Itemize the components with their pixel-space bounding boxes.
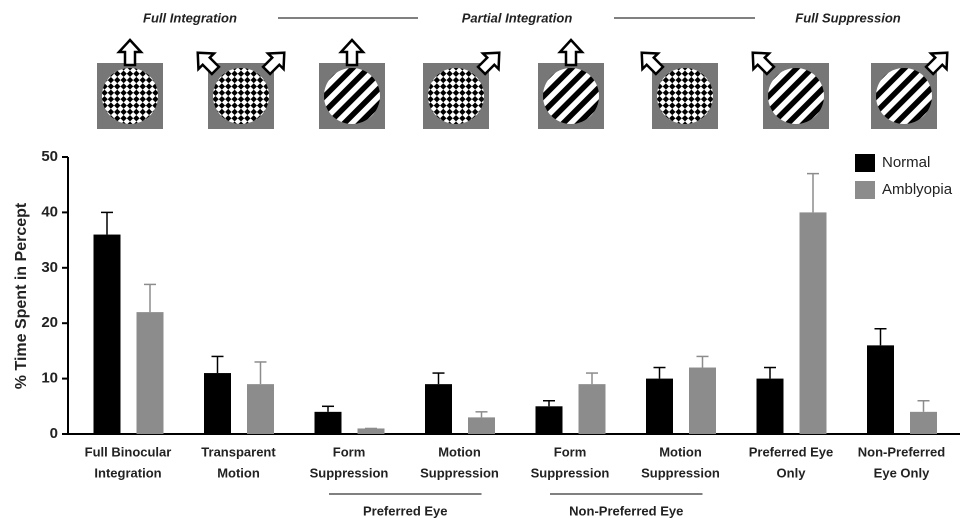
error-bar xyxy=(255,362,267,384)
bar xyxy=(536,406,563,434)
y-axis-label: % Time Spent in Percept xyxy=(13,202,30,389)
x-tick-label: Motion xyxy=(438,444,481,459)
stimulus-icon xyxy=(190,45,292,129)
y-tick-label: 30 xyxy=(41,259,58,276)
group-label: Non-Preferred Eye xyxy=(569,503,683,518)
bar xyxy=(425,384,452,434)
x-tick-label: Form xyxy=(333,444,366,459)
x-tick-label: Transparent xyxy=(201,444,276,459)
header: Full Integration Partial Integration Ful… xyxy=(143,10,901,25)
y-tick-label: 0 xyxy=(50,425,58,442)
error-bar xyxy=(212,356,224,373)
legend-label: Amblyopia xyxy=(882,181,953,198)
error-bar xyxy=(918,401,930,412)
x-tick-label: Form xyxy=(554,444,587,459)
bar xyxy=(757,379,784,434)
icon-grating xyxy=(213,68,269,124)
x-tick-label: Only xyxy=(777,465,807,480)
x-tick-label: Integration xyxy=(94,465,161,480)
error-bar xyxy=(433,373,445,384)
icon-grating xyxy=(543,68,599,124)
x-tick-label: Motion xyxy=(217,465,260,480)
error-bar xyxy=(543,401,555,407)
icon-grating xyxy=(102,68,158,124)
bar xyxy=(910,412,937,434)
y-tick-label: 10 xyxy=(41,370,58,387)
stimulus-icon xyxy=(634,45,718,129)
stimulus-icon xyxy=(97,40,163,129)
icon-grating xyxy=(876,68,932,124)
bar xyxy=(358,428,385,434)
bar xyxy=(247,384,274,434)
legend-swatch xyxy=(855,181,875,199)
bar xyxy=(204,373,231,434)
icon-arrow xyxy=(341,40,363,65)
bar xyxy=(579,384,606,434)
stimulus-icon xyxy=(871,45,955,129)
icon-grating xyxy=(768,68,824,124)
error-bar xyxy=(586,373,598,384)
bar xyxy=(867,345,894,434)
bar xyxy=(689,368,716,434)
x-tick-label: Eye Only xyxy=(874,465,930,480)
y-tick-label: 20 xyxy=(41,314,58,331)
bar xyxy=(315,412,342,434)
icon-arrow xyxy=(560,40,582,65)
x-tick-label: Suppression xyxy=(420,465,499,480)
x-tick-label: Suppression xyxy=(531,465,610,480)
bar xyxy=(646,379,673,434)
bar xyxy=(94,235,121,434)
error-bar xyxy=(322,406,334,412)
x-tick-label: Motion xyxy=(659,444,702,459)
stimulus-icon xyxy=(319,40,385,129)
group-label: Preferred Eye xyxy=(363,503,448,518)
stimulus-icon xyxy=(538,40,604,129)
icon-grating xyxy=(428,68,484,124)
x-tick-label: Full Binocular xyxy=(85,444,172,459)
header-label: Partial Integration xyxy=(462,10,573,25)
y-tick-label: 50 xyxy=(41,148,58,165)
stimulus-icon xyxy=(423,45,507,129)
icon-grating xyxy=(324,68,380,124)
figure: Full Integration Partial Integration Ful… xyxy=(0,0,974,518)
legend-label: Normal xyxy=(882,154,930,171)
legend-swatch xyxy=(855,154,875,172)
stimulus-icon xyxy=(745,45,829,129)
error-bar xyxy=(807,174,819,213)
x-tick-label: Non-Preferred xyxy=(858,444,945,459)
error-bar xyxy=(144,284,156,312)
error-bar xyxy=(101,212,113,234)
bar xyxy=(800,212,827,434)
x-tick-label: Suppression xyxy=(641,465,720,480)
error-bar xyxy=(875,329,887,346)
icon-grating xyxy=(657,68,713,124)
x-tick-label: Suppression xyxy=(310,465,389,480)
y-tick-label: 40 xyxy=(41,203,58,220)
error-bar xyxy=(697,356,709,367)
header-label: Full Suppression xyxy=(795,10,901,25)
x-tick-label: Preferred Eye xyxy=(749,444,834,459)
header-label: Full Integration xyxy=(143,10,237,25)
bar xyxy=(137,312,164,434)
error-bar xyxy=(654,368,666,379)
error-bar xyxy=(764,368,776,379)
icon-arrow xyxy=(119,40,141,65)
error-bar xyxy=(476,412,488,418)
bar xyxy=(468,417,495,434)
